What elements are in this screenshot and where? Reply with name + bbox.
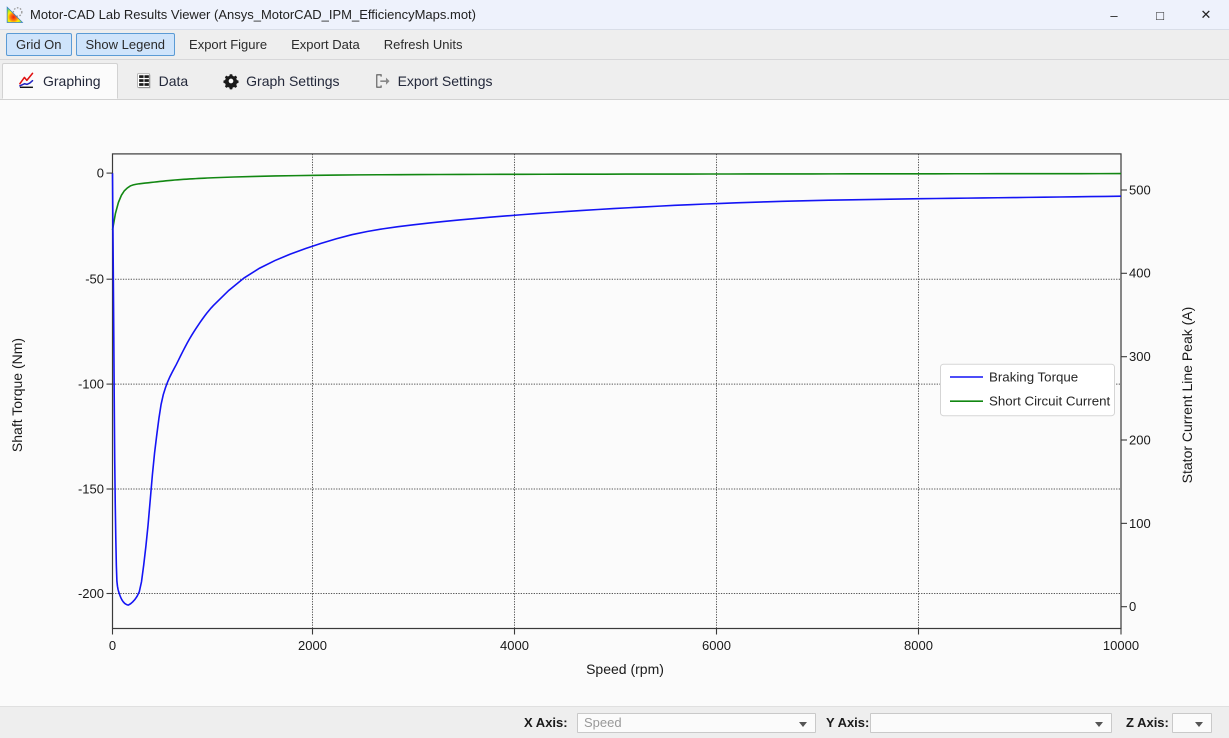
svg-text:6000: 6000 xyxy=(702,638,731,653)
svg-text:Stator Current Line Peak (A): Stator Current Line Peak (A) xyxy=(1179,307,1195,484)
svg-text:2000: 2000 xyxy=(298,638,327,653)
svg-text:0: 0 xyxy=(97,166,104,181)
svg-text:200: 200 xyxy=(1129,432,1151,447)
svg-text:Speed (rpm): Speed (rpm) xyxy=(586,661,664,677)
svg-text:Shaft Torque (Nm): Shaft Torque (Nm) xyxy=(9,338,25,452)
svg-text:-50: -50 xyxy=(85,272,104,287)
svg-text:100: 100 xyxy=(1129,516,1151,531)
svg-text:8000: 8000 xyxy=(904,638,933,653)
svg-text:400: 400 xyxy=(1129,266,1151,281)
svg-text:-150: -150 xyxy=(78,481,104,496)
svg-text:-100: -100 xyxy=(78,377,104,392)
svg-text:10000: 10000 xyxy=(1103,638,1139,653)
svg-text:300: 300 xyxy=(1129,349,1151,364)
svg-text:4000: 4000 xyxy=(500,638,529,653)
svg-text:-200: -200 xyxy=(78,586,104,601)
svg-text:Braking Torque: Braking Torque xyxy=(989,369,1078,384)
svg-text:0: 0 xyxy=(109,638,116,653)
svg-text:500: 500 xyxy=(1129,182,1151,197)
svg-text:Short Circuit Current: Short Circuit Current xyxy=(989,394,1110,409)
svg-text:0: 0 xyxy=(1129,599,1136,614)
